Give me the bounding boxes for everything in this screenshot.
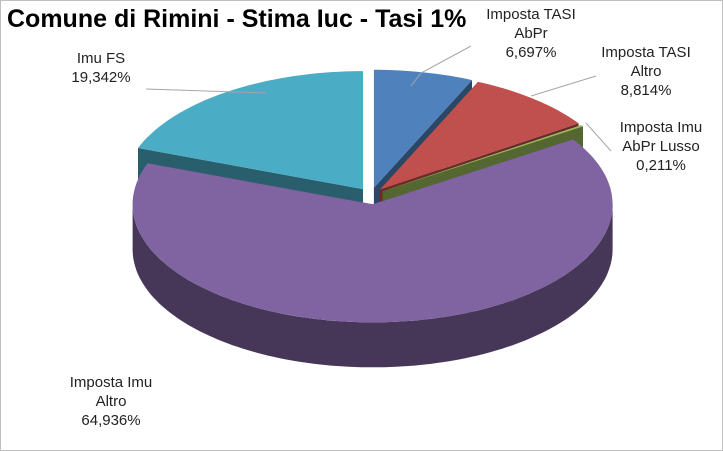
leader-line bbox=[585, 122, 612, 152]
category-label: Imposta TASI Altro bbox=[601, 44, 691, 80]
slice bbox=[373, 69, 472, 188]
value-label: 8,814% bbox=[620, 82, 672, 99]
data-label: Imposta TASI AbPr 6,697% bbox=[471, 5, 591, 62]
slice-wall bbox=[132, 204, 613, 368]
data-label: Imposta TASI Altro 8,814% bbox=[586, 43, 706, 100]
slice bbox=[380, 81, 579, 190]
category-label: Imposta TASI AbPr bbox=[486, 6, 576, 42]
category-label: Imu FS bbox=[76, 50, 126, 67]
leader-lines bbox=[145, 45, 612, 152]
leader-line bbox=[145, 88, 267, 94]
category-label: Imposta Imu Altro bbox=[69, 374, 153, 410]
slice bbox=[382, 125, 583, 192]
data-label: Imu FS 19,342% bbox=[41, 49, 161, 87]
data-label: Imposta Imu Altro 64,936% bbox=[51, 373, 171, 430]
value-label: 0,211% bbox=[636, 157, 686, 174]
leader-line bbox=[410, 45, 472, 87]
value-label: 19,342% bbox=[71, 69, 131, 86]
slice bbox=[132, 139, 613, 323]
leader-line bbox=[530, 75, 597, 97]
value-label: 6,697% bbox=[505, 44, 557, 61]
category-label: Imposta Imu AbPr Lusso bbox=[619, 119, 703, 155]
value-label: 64,936% bbox=[81, 412, 141, 429]
chart-title: Comune di Rimini - Stima Iuc - Tasi 1% bbox=[7, 5, 467, 33]
slice bbox=[138, 71, 363, 190]
data-label: Imposta Imu AbPr Lusso 0,211% bbox=[601, 118, 721, 175]
pie bbox=[132, 69, 613, 368]
